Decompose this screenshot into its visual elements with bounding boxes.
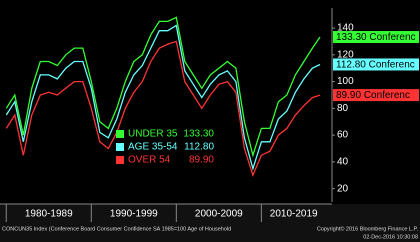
value-tag-text: 112.80 Conferenc: [336, 59, 415, 70]
legend-swatch: [116, 130, 124, 138]
y-tick-label: 60: [337, 130, 349, 141]
tag-name: Conferenc: [369, 32, 415, 43]
value-tag: [333, 89, 419, 102]
value-tag-text: 89.90 Conferenc: [336, 90, 410, 101]
legend-label: UNDER 35: [128, 129, 178, 140]
y-tick-label: 20: [337, 183, 349, 194]
legend-value: 133.30: [183, 129, 214, 140]
y-tick-label: 100: [337, 76, 354, 87]
x-band-label: 2010-2019: [270, 209, 318, 220]
x-band-label: 1980-1989: [25, 209, 73, 220]
y-tick-label: 40: [337, 157, 349, 168]
legend-swatch: [116, 156, 124, 164]
tag-name: Conferenc: [369, 59, 415, 70]
x-band-label: 1990-1999: [110, 209, 158, 220]
timestamp: 02-Dec-2016 10:30:08: [363, 234, 418, 240]
legend-swatch: [116, 143, 124, 151]
copyright: Copyright© 2016 Bloomberg Finance L.P.: [317, 225, 419, 232]
y-tick-label: 140: [337, 23, 354, 34]
tag-name: Conferenc: [364, 90, 410, 101]
tag-value: 89.90: [336, 90, 361, 101]
legend-label: AGE 35-54: [128, 142, 178, 153]
value-tag-text: 133.30 Conferenc: [336, 32, 416, 43]
source: CONCUN35 Index (Conference Board Consume…: [2, 226, 231, 232]
x-band-label: 2000-2009: [195, 209, 243, 220]
series-line: [5, 40, 321, 178]
axis-band: [0, 204, 420, 242]
legend-value: 112.80: [184, 142, 214, 153]
series-line: [5, 24, 321, 171]
tag-value: 133.30: [336, 32, 367, 43]
legend-value: 89.90: [189, 155, 214, 166]
series-line: [5, 16, 321, 158]
tag-value: 112.80: [336, 59, 366, 70]
value-tag: [333, 31, 419, 44]
value-tag: [333, 58, 419, 71]
legend-label: OVER 54: [128, 155, 171, 166]
y-tick-label: 80: [337, 103, 349, 114]
y-tick-label: 120: [337, 49, 354, 60]
